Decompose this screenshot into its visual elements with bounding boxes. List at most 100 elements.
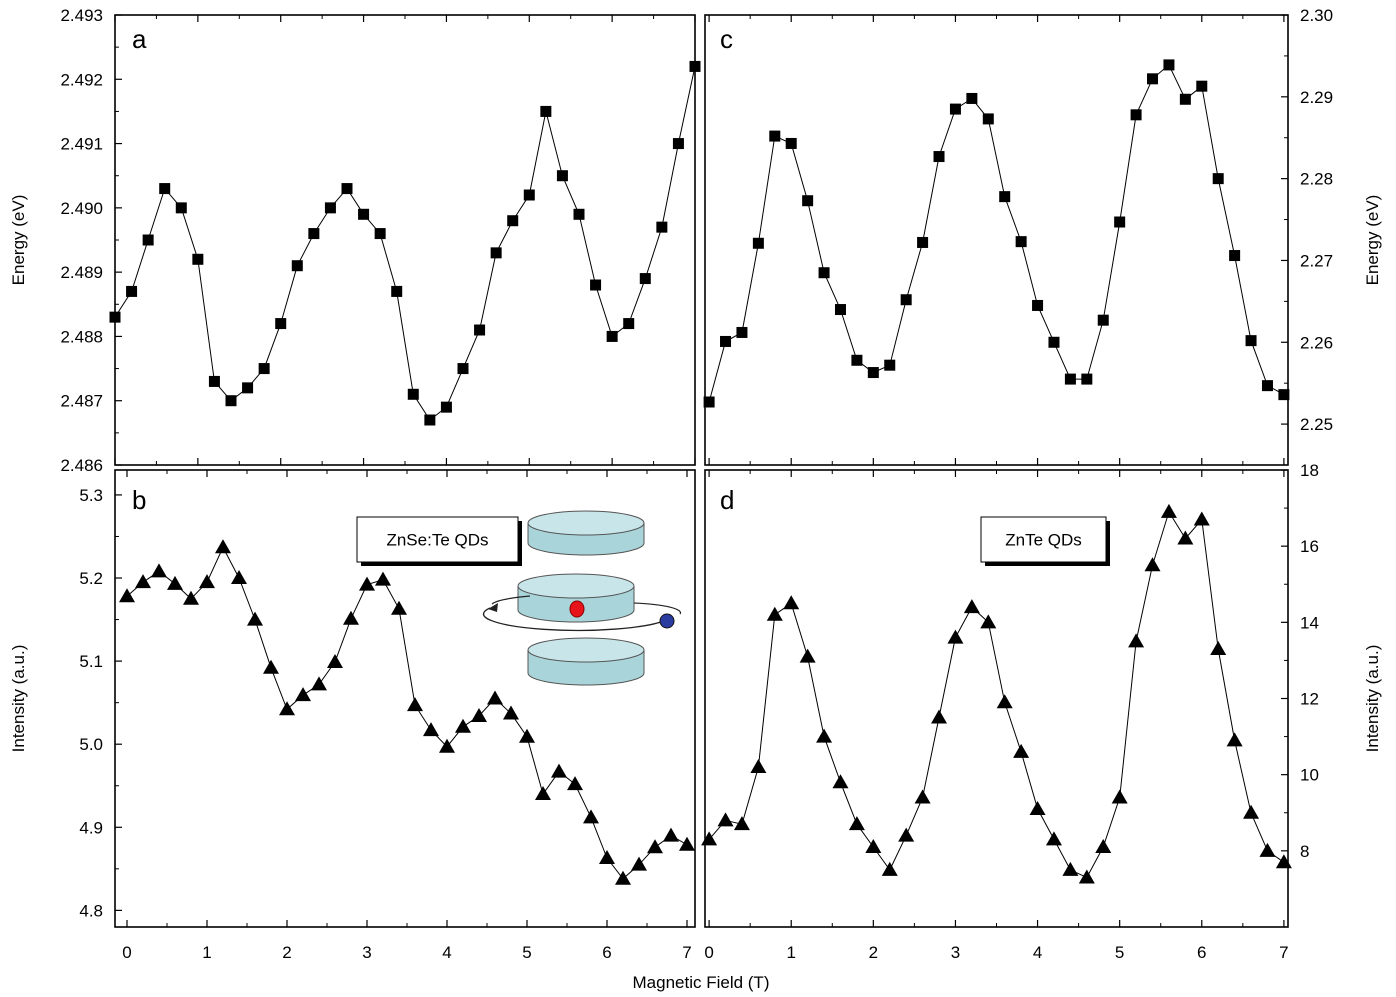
orbit-front-arc — [633, 602, 682, 615]
data-point-square — [440, 401, 452, 413]
electron-dot — [659, 613, 675, 629]
data-point-square — [341, 183, 353, 195]
data-point-square — [656, 221, 668, 233]
data-point-square — [736, 326, 748, 338]
data-point-square — [884, 359, 896, 371]
data-point-square — [1081, 373, 1093, 385]
inset-box — [356, 516, 519, 563]
x-tick-label: 5 — [522, 943, 531, 962]
data-point-square — [374, 228, 386, 240]
data-point-triangle — [679, 836, 695, 851]
data-point-square — [507, 215, 519, 227]
quantum-dot-stack-illustration — [482, 510, 682, 686]
data-point-square — [1114, 216, 1126, 228]
data-point-triangle — [783, 595, 800, 610]
data-point-square — [785, 137, 797, 149]
data-point-triangle — [535, 786, 551, 801]
inset-label: ZnTe QDs — [1005, 531, 1082, 550]
data-point-square — [1130, 109, 1142, 121]
data-point-triangle — [1029, 800, 1046, 815]
data-point-square — [769, 130, 781, 142]
data-point-triangle — [898, 827, 915, 842]
x-tick-label: 0 — [704, 943, 713, 962]
data-point-triangle — [439, 738, 455, 753]
data-point-square — [900, 294, 912, 306]
x-tick-label: 4 — [442, 943, 451, 962]
data-point-square — [623, 318, 635, 330]
data-point-triangle — [1226, 732, 1243, 747]
data-point-square — [1179, 93, 1191, 105]
data-point-square — [556, 170, 568, 182]
x-tick-label: 2 — [282, 943, 291, 962]
y-tick-label: 2.486 — [60, 456, 103, 475]
data-point-square — [966, 92, 978, 104]
panel-a-energy-plot: 2.486 2.487 2.488 2.489 2.490 2.491 2.492 2.493… — [9, 6, 701, 475]
data-point-square — [291, 260, 303, 272]
data-point-triangle — [881, 861, 898, 876]
panel-b-intensity-plot: 4.8 4.9 5.0 5.1 5.2 5.3 0 1 2 3 4 5 6 7 Intensity (a.u… — [9, 469, 696, 962]
y-axis-label: Intensity (a.u.) — [9, 645, 28, 753]
y-tick-label: 4.9 — [79, 818, 103, 837]
y-tick-label: 2.28 — [1300, 170, 1333, 189]
inset-box — [980, 516, 1107, 563]
data-point-triangle — [311, 676, 327, 691]
data-point-square — [982, 113, 994, 125]
data-point-square — [1032, 299, 1044, 311]
data-point-triangle — [551, 763, 567, 778]
data-point-triangle — [914, 789, 931, 804]
data-point-triangle — [1243, 804, 1260, 819]
data-point-triangle — [615, 870, 631, 885]
y-tick-label: 18 — [1300, 461, 1319, 480]
y-tick-label: 2.491 — [60, 135, 103, 154]
data-point-square — [175, 202, 187, 214]
y-tick-label: 2.25 — [1300, 415, 1333, 434]
data-point-square — [933, 151, 945, 163]
data-point-square — [159, 183, 171, 195]
data-point-triangle — [1062, 861, 1079, 876]
data-point-square — [457, 363, 469, 375]
data-point-square — [1064, 373, 1076, 385]
data-point-square — [1212, 173, 1224, 185]
data-point-square — [523, 189, 535, 201]
y-tick-label: 2.489 — [60, 263, 103, 282]
panel-letter: a — [132, 24, 147, 54]
y-tick-label: 12 — [1300, 690, 1319, 709]
plot-frame — [114, 469, 696, 928]
data-point-triangle — [1095, 839, 1112, 854]
data-point-square — [490, 247, 502, 259]
y-tick-label: 5.3 — [79, 486, 103, 505]
data-point-triangle — [701, 831, 718, 846]
data-point-triangle — [663, 827, 679, 842]
data-point-square — [917, 236, 929, 248]
data-point-square — [1245, 335, 1257, 347]
y-tick-label: 2.492 — [60, 70, 103, 89]
data-point-triangle — [1144, 557, 1161, 572]
data-point-square — [752, 237, 764, 249]
y-tick-label: 2.488 — [60, 327, 103, 346]
x-tick-label: 6 — [1197, 943, 1206, 962]
data-point-square — [802, 195, 814, 207]
y-tick-label: 14 — [1300, 613, 1319, 632]
x-tick-label: 1 — [786, 943, 795, 962]
y-tick-label: 5.2 — [79, 569, 103, 588]
data-point-square — [242, 382, 254, 394]
y-tick-label: 16 — [1300, 537, 1319, 556]
data-point-square — [109, 311, 121, 323]
y-tick-label: 8 — [1300, 842, 1309, 861]
data-point-triangle — [279, 701, 295, 716]
data-point-square — [540, 105, 552, 117]
y-tick-label: 5.1 — [79, 652, 103, 671]
data-point-triangle — [583, 809, 599, 824]
data-point-triangle — [423, 722, 439, 737]
data-point-square — [834, 304, 846, 316]
x-tick-label: 0 — [122, 943, 131, 962]
data-point-square — [208, 375, 220, 387]
data-point-triangle — [631, 856, 647, 871]
y-axis-label: Intensity (a.u.) — [1363, 645, 1382, 753]
data-point-square — [358, 208, 370, 220]
data-point-triangle — [487, 690, 503, 705]
y-tick-label: 4.8 — [79, 901, 103, 920]
data-point-triangle — [407, 697, 423, 712]
